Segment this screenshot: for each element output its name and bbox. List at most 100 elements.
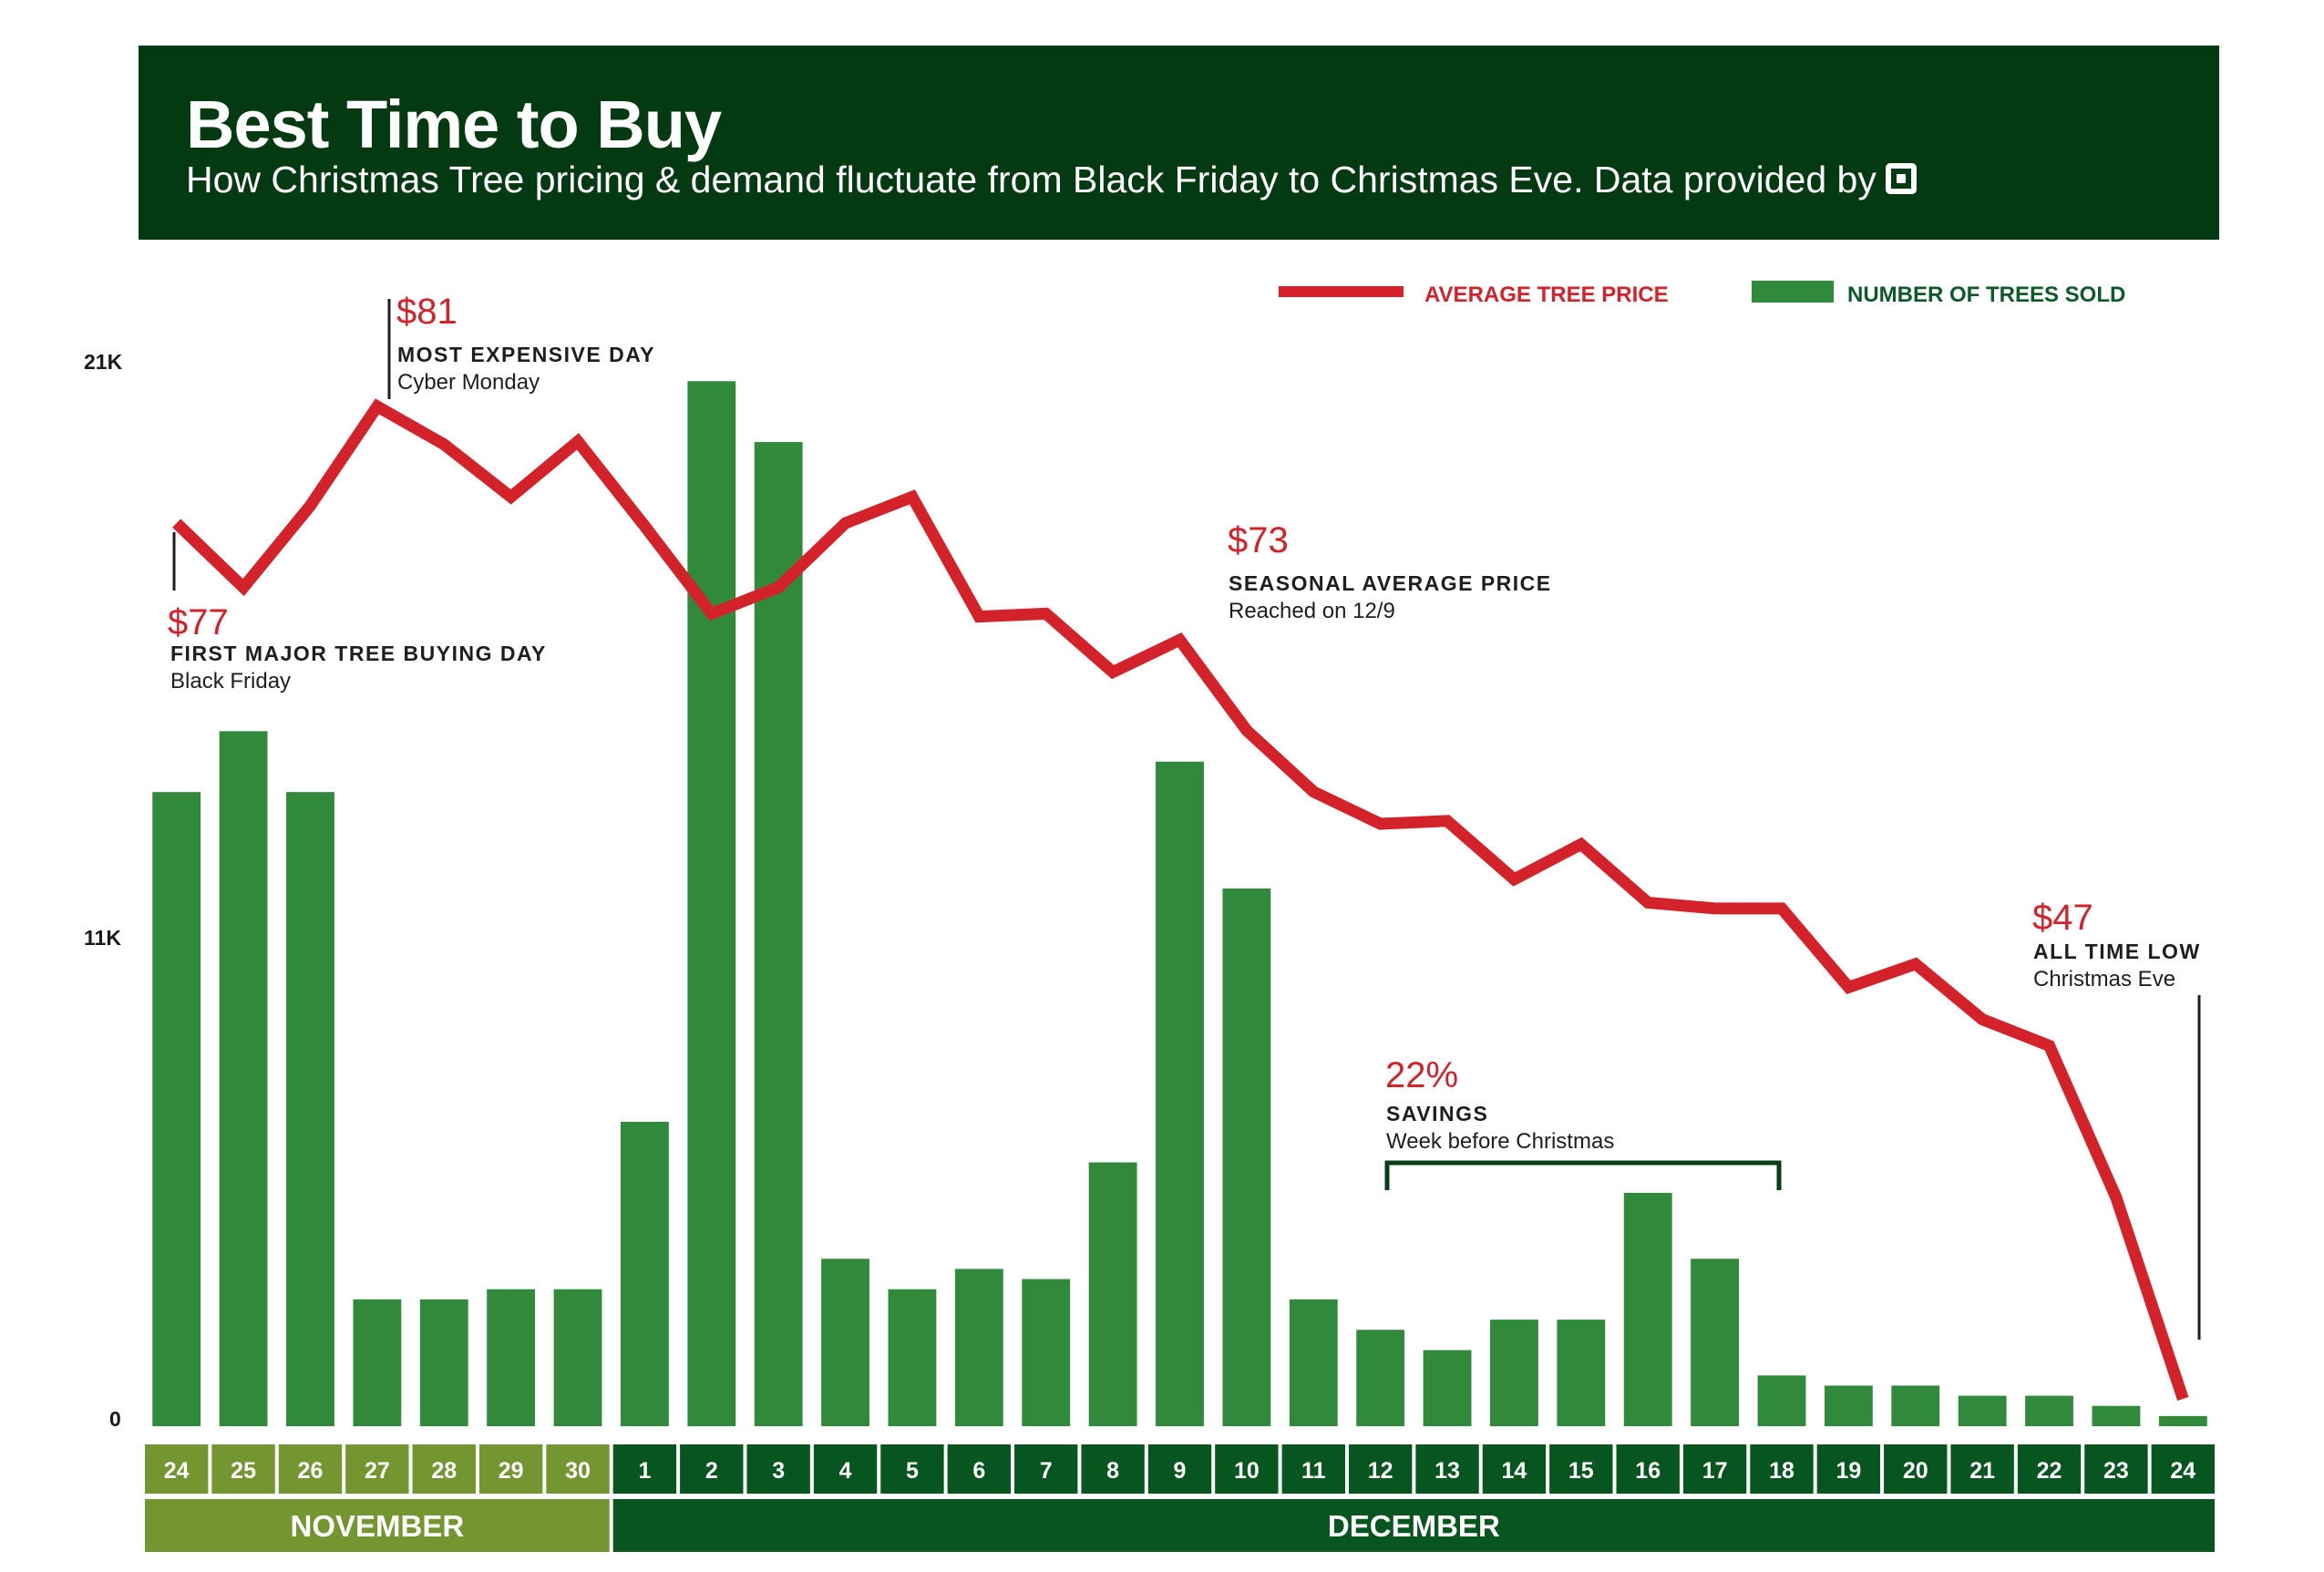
y-axis: 21K 11K 0	[84, 350, 123, 1431]
bar-trees-sold	[821, 1259, 869, 1426]
date-cell	[1750, 1444, 1814, 1494]
bar-trees-sold	[1623, 1192, 1672, 1426]
date-cell	[1549, 1444, 1613, 1494]
date-cell	[1682, 1444, 1747, 1494]
date-label: 7	[1040, 1458, 1053, 1484]
bar-trees-sold	[1757, 1375, 1806, 1426]
date-label: 5	[906, 1458, 919, 1484]
header-banner: Best Time to Buy How Christmas Tree pric…	[139, 46, 2219, 240]
annotation-heading: SAVINGS	[1386, 1102, 1488, 1125]
annotation-sub: Week before Christmas	[1386, 1129, 1614, 1154]
date-cell	[546, 1444, 610, 1494]
bar-trees-sold	[954, 1269, 1003, 1426]
annotation-heading: MOST EXPENSIVE DAY	[397, 343, 655, 366]
date-cell	[746, 1444, 810, 1494]
date-cell	[278, 1444, 343, 1494]
bar-trees-sold	[1222, 888, 1271, 1426]
month-label: DECEMBER	[1328, 1509, 1500, 1543]
date-cell	[145, 1444, 209, 1494]
annotations: $77 FIRST MAJOR TREE BUYING DAY Black Fr…	[168, 292, 2201, 1340]
date-label: 4	[839, 1458, 852, 1484]
date-label: 13	[1435, 1458, 1460, 1484]
month-axis: NOVEMBER DECEMBER	[145, 1499, 2215, 1552]
date-cell	[1616, 1444, 1680, 1494]
bar-trees-sold	[2092, 1405, 2141, 1426]
bar-trees-sold	[1088, 1162, 1137, 1426]
date-cell	[412, 1444, 476, 1494]
date-label: 14	[1502, 1458, 1527, 1484]
date-label: 8	[1106, 1458, 1119, 1484]
bar-trees-sold	[487, 1289, 536, 1426]
legend-price-label: AVERAGE TREE PRICE	[1424, 283, 1669, 307]
annotation-value: 22%	[1385, 1055, 1458, 1095]
annotation-heading: SEASONAL AVERAGE PRICE	[1229, 571, 1552, 595]
bar-trees-sold	[888, 1289, 937, 1426]
annotation-heading: ALL TIME LOW	[2033, 940, 2201, 963]
square-logo-icon	[1885, 163, 1917, 194]
annotation-value: $47	[2032, 898, 2093, 938]
legend-price-swatch	[1279, 286, 1404, 297]
bar-trees-sold	[2025, 1395, 2073, 1426]
annotation-sub: Christmas Eve	[2033, 967, 2175, 991]
date-label: 30	[565, 1458, 591, 1484]
date-label: 24	[2170, 1458, 2195, 1484]
date-label: 19	[1836, 1458, 1861, 1484]
date-cell	[345, 1444, 409, 1494]
bar-trees-sold	[620, 1122, 669, 1426]
annotation-value: $77	[168, 602, 229, 642]
date-cell	[1215, 1444, 1279, 1494]
annotation-value: $73	[1228, 520, 1289, 560]
annotation-sub: Reached on 12/9	[1229, 599, 1395, 623]
date-cell	[612, 1444, 677, 1494]
date-label: 17	[1702, 1458, 1728, 1484]
date-cell	[1950, 1444, 2014, 1494]
y-tick-label: 11K	[84, 926, 121, 950]
bar-trees-sold	[1958, 1395, 2007, 1426]
bar-trees-sold	[1824, 1385, 1873, 1426]
date-cell	[947, 1444, 1012, 1494]
date-cell	[478, 1444, 543, 1494]
bars-series	[152, 381, 2207, 1427]
date-label: 28	[431, 1458, 457, 1484]
date-label: 1	[638, 1458, 651, 1484]
annotation-heading: FIRST MAJOR TREE BUYING DAY	[170, 642, 547, 665]
date-label: 2	[705, 1458, 718, 1484]
date-cell	[1081, 1444, 1145, 1494]
bar-trees-sold	[1691, 1259, 1740, 1426]
legend-trees-label: NUMBER OF TREES SOLD	[1847, 283, 2125, 307]
bar-trees-sold	[553, 1289, 602, 1426]
date-label: 27	[365, 1458, 390, 1484]
bar-trees-sold	[1490, 1320, 1538, 1426]
date-cell	[2084, 1444, 2148, 1494]
bar-trees-sold	[353, 1299, 402, 1426]
date-cell	[2151, 1444, 2215, 1494]
annotation-sub: Black Friday	[170, 669, 291, 694]
date-cell	[1014, 1444, 1078, 1494]
bar-trees-sold	[1356, 1330, 1405, 1426]
bar-trees-sold	[1557, 1320, 1606, 1426]
date-cell	[1816, 1444, 1881, 1494]
date-label: 20	[1903, 1458, 1928, 1484]
date-cell	[1147, 1444, 1212, 1494]
bar-trees-sold	[419, 1299, 468, 1426]
date-label: 16	[1635, 1458, 1661, 1484]
y-tick-label: 0	[109, 1407, 121, 1431]
date-cell	[2017, 1444, 2082, 1494]
date-label: 22	[2037, 1458, 2062, 1484]
date-label: 23	[2103, 1458, 2129, 1484]
date-cell	[1415, 1444, 1479, 1494]
date-cell	[813, 1444, 878, 1494]
bar-trees-sold	[152, 792, 201, 1426]
date-label: 25	[231, 1458, 256, 1484]
page-title: Best Time to Buy	[186, 87, 722, 162]
date-label: 11	[1301, 1458, 1326, 1484]
date-label: 12	[1368, 1458, 1393, 1484]
bar-trees-sold	[1022, 1279, 1071, 1426]
y-tick-label: 21K	[84, 350, 123, 374]
annotation-value: $81	[396, 292, 458, 332]
date-label: 10	[1234, 1458, 1260, 1484]
month-band	[612, 1499, 2215, 1552]
bar-trees-sold	[1289, 1299, 1338, 1426]
date-label: 6	[972, 1458, 985, 1484]
